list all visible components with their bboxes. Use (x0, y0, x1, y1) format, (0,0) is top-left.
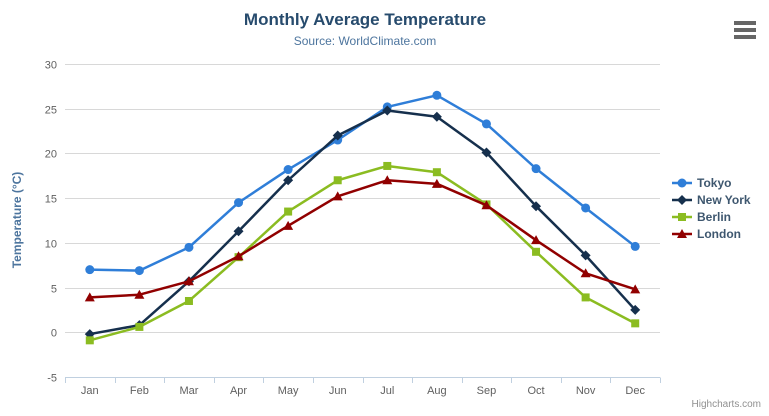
legend-item-london[interactable]: London (672, 227, 751, 241)
data-point-new-york[interactable] (382, 105, 393, 116)
x-tick-label: Jan (81, 385, 99, 397)
legend-label: Berlin (697, 210, 732, 224)
diamond-marker-icon (672, 195, 692, 205)
x-tick-label: Mar (179, 385, 198, 397)
data-point-new-york[interactable] (233, 226, 244, 237)
square-marker-icon (672, 213, 692, 221)
data-point-london[interactable] (283, 220, 294, 230)
y-tick-label: 10 (45, 239, 57, 251)
x-tick-label: Oct (527, 385, 544, 397)
data-point-new-york[interactable] (431, 111, 442, 122)
context-menu-button[interactable] (731, 18, 759, 42)
data-point-london[interactable] (84, 292, 95, 302)
data-point-tokyo[interactable] (531, 164, 541, 174)
hamburger-icon (734, 21, 756, 25)
x-tick-label: Feb (130, 385, 149, 397)
data-point-tokyo[interactable] (234, 198, 244, 208)
legend-label: London (697, 227, 741, 241)
x-tick-label: Sep (477, 385, 497, 397)
triangle-marker-icon (672, 229, 692, 238)
data-point-tokyo[interactable] (630, 241, 640, 251)
legend-label: Tokyo (697, 176, 732, 190)
data-point-berlin[interactable] (383, 161, 392, 170)
data-point-new-york[interactable] (332, 130, 343, 141)
chart-subtitle: Source: WorldClimate.com (293, 34, 437, 48)
data-point-london[interactable] (134, 289, 145, 299)
data-point-berlin[interactable] (184, 296, 193, 305)
x-tick-label: Nov (576, 385, 596, 397)
x-tick-label: Aug (427, 385, 447, 397)
x-tick-label: Jul (380, 385, 394, 397)
credits-link[interactable]: Highcharts.com (691, 399, 761, 410)
x-tick-label: Jun (329, 385, 347, 397)
data-point-london[interactable] (183, 276, 194, 286)
data-point-berlin[interactable] (631, 319, 640, 328)
data-point-new-york[interactable] (531, 201, 542, 212)
series-line-berlin[interactable] (88, 164, 637, 342)
legend-label: New York (697, 193, 751, 207)
y-tick-label: 30 (45, 60, 57, 72)
legend-item-tokyo[interactable]: Tokyo (672, 176, 751, 190)
data-point-tokyo[interactable] (481, 119, 491, 129)
series-line-tokyo[interactable] (88, 94, 637, 272)
y-tick-label: 20 (45, 149, 57, 161)
x-tick-label: Apr (230, 385, 247, 397)
legend-item-new-york[interactable]: New York (672, 193, 751, 207)
y-axis-title: Temperature (°C) (10, 171, 24, 269)
y-tick-label: 0 (51, 328, 57, 340)
data-point-tokyo[interactable] (184, 242, 194, 252)
data-point-london[interactable] (382, 175, 393, 185)
data-point-berlin[interactable] (284, 207, 293, 216)
data-point-tokyo[interactable] (85, 265, 95, 275)
data-point-new-york[interactable] (580, 250, 591, 261)
data-point-berlin[interactable] (581, 293, 590, 302)
data-point-london[interactable] (481, 200, 492, 210)
y-tick-label: 5 (51, 284, 57, 296)
chart-title: Monthly Average Temperature (243, 10, 487, 29)
y-tick-label: -5 (47, 373, 57, 385)
data-point-tokyo[interactable] (432, 90, 442, 100)
data-point-new-york[interactable] (283, 175, 294, 186)
series-line-london[interactable] (88, 179, 637, 299)
data-point-new-york[interactable] (630, 304, 641, 315)
data-point-berlin[interactable] (135, 322, 144, 331)
legend-item-berlin[interactable]: Berlin (672, 210, 751, 224)
legend: Tokyo New York Berlin London (672, 176, 751, 241)
x-tick-label: May (278, 385, 299, 397)
y-tick-label: 15 (45, 194, 57, 206)
data-point-london[interactable] (580, 268, 591, 278)
data-point-new-york[interactable] (481, 147, 492, 158)
data-point-london[interactable] (531, 235, 542, 245)
data-point-london[interactable] (233, 251, 244, 261)
data-point-berlin[interactable] (333, 176, 342, 185)
x-tick-label: Dec (625, 385, 645, 397)
data-point-berlin[interactable] (85, 336, 94, 345)
data-point-london[interactable] (431, 178, 442, 188)
data-point-london[interactable] (630, 284, 641, 294)
series-line-new-york[interactable] (88, 109, 637, 336)
data-point-london[interactable] (332, 191, 343, 201)
data-point-berlin[interactable] (432, 168, 441, 177)
circle-marker-icon (672, 178, 692, 188)
data-point-tokyo[interactable] (581, 203, 591, 213)
data-point-tokyo[interactable] (283, 165, 293, 175)
y-tick-label: 25 (45, 105, 57, 117)
data-point-tokyo[interactable] (134, 266, 144, 276)
data-point-berlin[interactable] (532, 247, 541, 256)
